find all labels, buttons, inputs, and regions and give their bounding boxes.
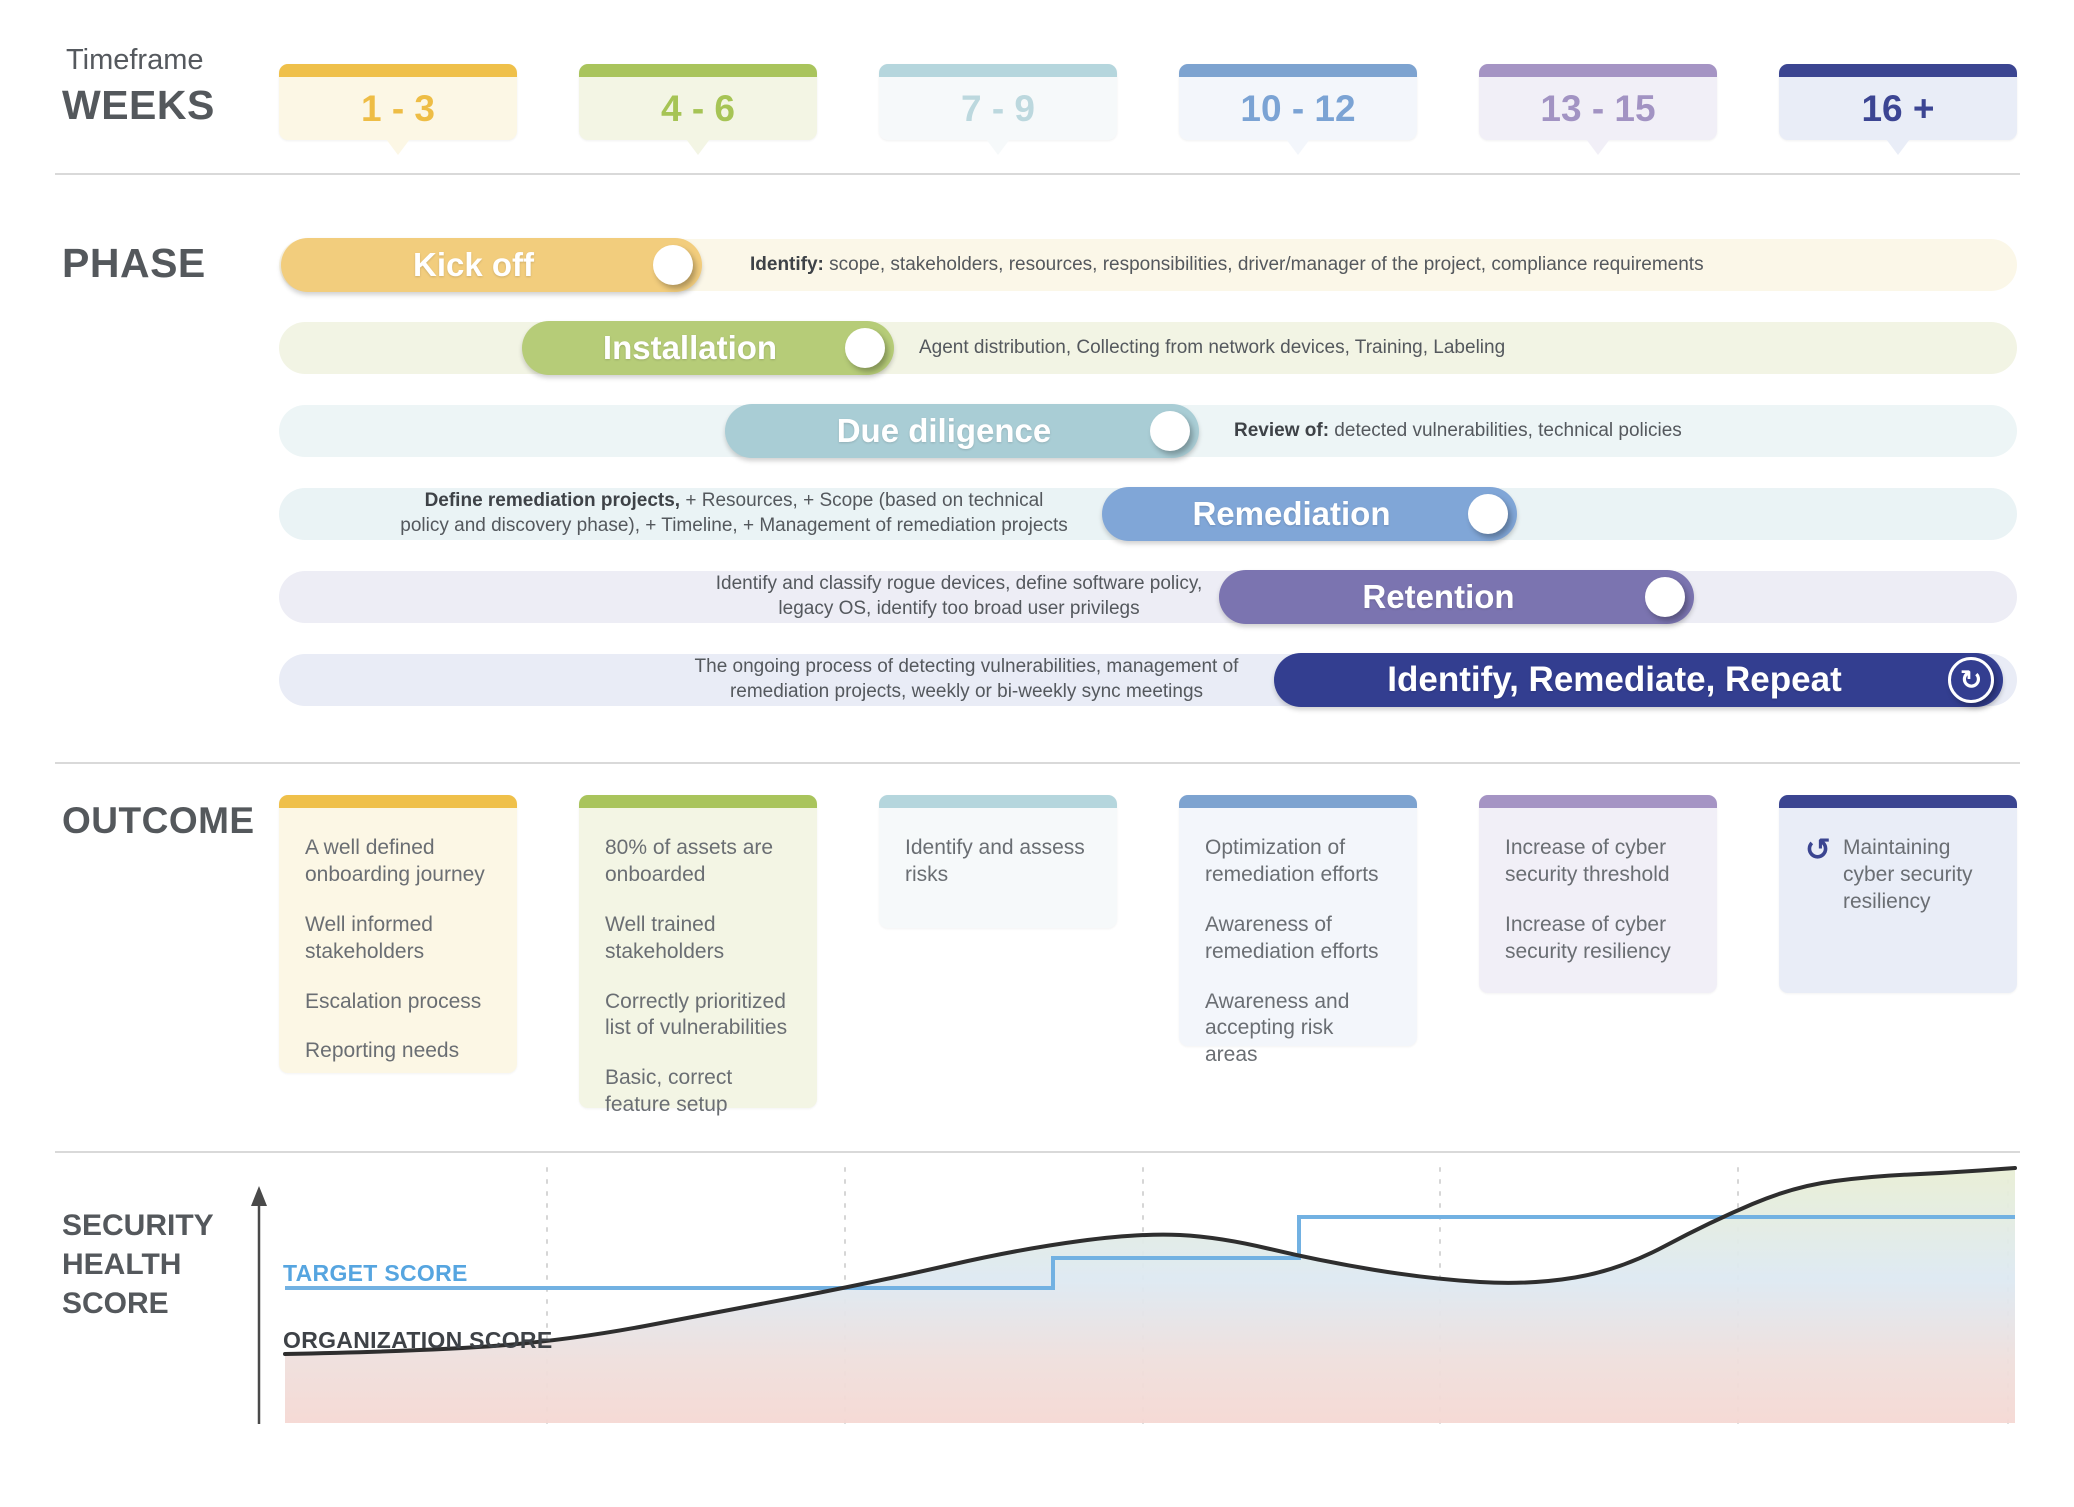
phase-row-installation: Installation Agent distribution, Collect… xyxy=(279,321,2017,375)
outcome-card-6: ↺ Maintaining cyber security resiliency xyxy=(1779,795,2017,993)
week-range: 13 - 15 xyxy=(1540,87,1656,129)
phase-row-remediation: Define remediation projects, + Resources… xyxy=(279,487,2017,541)
weeks-label: WEEKS xyxy=(62,82,215,128)
milestone-dot-icon xyxy=(1645,577,1685,617)
phase-desc: Identify: scope, stakeholders, resources… xyxy=(750,253,1704,275)
phase-row-kickoff: Kick off Identify: scope, stakeholders, … xyxy=(279,238,2017,292)
outcome-card-4: Optimization of remediation efforts Awar… xyxy=(1179,795,1417,1066)
outcome-item: Optimization of remediation efforts xyxy=(1205,836,1379,886)
phase-pill-due-diligence: Due diligence xyxy=(725,404,1199,458)
outcome-item: Awareness and accepting risk areas xyxy=(1205,989,1350,1067)
phase-heading: PHASE xyxy=(62,240,206,286)
milestone-dot-icon xyxy=(845,328,885,368)
outcome-card-strip xyxy=(1779,795,2017,808)
week-badge-10-12: 10 - 12 xyxy=(1179,64,1417,155)
phase-row-identify-remediate-repeat: The ongoing process of detecting vulnera… xyxy=(279,653,2017,707)
week-range: 4 - 6 xyxy=(660,87,736,129)
outcome-card-strip xyxy=(579,795,817,808)
outcome-item: Well trained stakeholders xyxy=(605,912,725,963)
week-badge-4-6: 4 - 6 xyxy=(579,64,817,155)
phase-desc: Define remediation projects, + Resources… xyxy=(400,490,1068,536)
timeframe-label: Timeframe xyxy=(66,44,204,76)
week-range: 10 - 12 xyxy=(1240,87,1356,129)
phase-row-retention: Identify and classify rogue devices, def… xyxy=(279,570,2017,624)
milestone-dot-icon xyxy=(1150,411,1190,451)
outcome-item: A well defined onboarding journey xyxy=(305,836,485,886)
week-badge-strip xyxy=(879,64,1117,77)
week-badge-strip xyxy=(1779,64,2017,77)
phase-pill-installation: Installation xyxy=(522,321,894,375)
phase-pill-label: Identify, Remediate, Repeat xyxy=(1387,660,1842,699)
section-divider xyxy=(55,173,2020,175)
week-badge-strip xyxy=(1479,64,1717,77)
phase-row-due-diligence: Due diligence Review of: detected vulner… xyxy=(279,404,2017,458)
phase-pill-label: Retention xyxy=(1362,578,1515,615)
milestone-dot-icon xyxy=(653,245,693,285)
outcome-heading: OUTCOME xyxy=(62,800,255,841)
outcome-card-1: A well defined onboarding journey Well i… xyxy=(279,795,517,1073)
refresh-cw-icon: ↻ xyxy=(1948,657,1994,703)
outcome-item: Reporting needs xyxy=(305,1039,460,1063)
y-axis-arrow xyxy=(251,1186,267,1424)
section-divider xyxy=(55,1151,2020,1153)
section-divider xyxy=(55,762,2020,764)
phase-pill-retention: Retention xyxy=(1219,570,1694,624)
organization-score-area xyxy=(285,1168,2015,1423)
phase-pill-label: Kick off xyxy=(412,246,534,283)
phase-pill-remediation: Remediation xyxy=(1102,487,1517,541)
phase-pill-label: Installation xyxy=(602,329,778,366)
week-badge-13-15: 13 - 15 xyxy=(1479,64,1717,155)
organization-score-curve xyxy=(283,1166,2017,1356)
refresh-ccw-icon: ↺ xyxy=(1805,832,1831,868)
week-badge-strip xyxy=(279,64,517,77)
week-range: 7 - 9 xyxy=(960,87,1036,129)
outcome-item: Identify and assess risks xyxy=(905,836,1085,886)
chart-heading: SECURITY HEALTH SCORE xyxy=(62,1209,214,1320)
target-score-label: TARGET SCORE xyxy=(283,1260,468,1286)
week-badge-16plus: 16 + xyxy=(1779,64,2017,155)
outcome-item: Increase of cyber security threshold xyxy=(1505,836,1670,886)
phase-pill-label: Due diligence xyxy=(836,412,1052,449)
milestone-dot-icon xyxy=(1468,494,1508,534)
phase-pill-identify-remediate-repeat: Identify, Remediate, Repeat ↻ xyxy=(1274,653,2003,707)
week-range: 16 + xyxy=(1861,87,1935,129)
target-score-line xyxy=(285,1215,2015,1290)
week-badge-1-3: 1 - 3 xyxy=(279,64,517,155)
outcome-card-strip xyxy=(879,795,1117,808)
week-range: 1 - 3 xyxy=(360,87,436,129)
outcome-card-2: 80% of assets are onboarded Well trained… xyxy=(579,795,817,1116)
outcome-card-5: Increase of cyber security threshold Inc… xyxy=(1479,795,1717,993)
phase-pill-label: Remediation xyxy=(1192,495,1391,532)
outcome-card-3: Identify and assess risks xyxy=(879,795,1117,928)
outcome-item: Well informed stakeholders xyxy=(305,912,433,963)
week-badge-strip xyxy=(579,64,817,77)
phase-desc: Agent distribution, Collecting from netw… xyxy=(919,336,1506,358)
organization-score-label: ORGANIZATION SCORE xyxy=(283,1327,552,1353)
phase-desc: Review of: detected vulnerabilities, tec… xyxy=(1234,419,1682,441)
phase-pill-kickoff: Kick off xyxy=(281,238,702,292)
outcome-item: Basic, correct feature setup xyxy=(605,1066,733,1117)
phase-desc: The ongoing process of detecting vulnera… xyxy=(694,656,1239,702)
week-badge-strip xyxy=(1179,64,1417,77)
outcome-item: Maintaining cyber security resiliency xyxy=(1842,836,1973,913)
outcome-item: Increase of cyber security resiliency xyxy=(1505,912,1671,963)
week-badge-7-9: 7 - 9 xyxy=(879,64,1117,155)
outcome-item: Awareness of remediation efforts xyxy=(1205,912,1379,963)
outcome-item: Correctly prioritized list of vulnerabil… xyxy=(605,989,788,1040)
outcome-card-strip xyxy=(1179,795,1417,808)
outcome-item: Escalation process xyxy=(305,989,482,1013)
outcome-item: 80% of assets are onboarded xyxy=(605,836,774,886)
phase-desc: Identify and classify rogue devices, def… xyxy=(715,573,1203,619)
outcome-card-strip xyxy=(279,795,517,808)
outcome-card-strip xyxy=(1479,795,1717,808)
